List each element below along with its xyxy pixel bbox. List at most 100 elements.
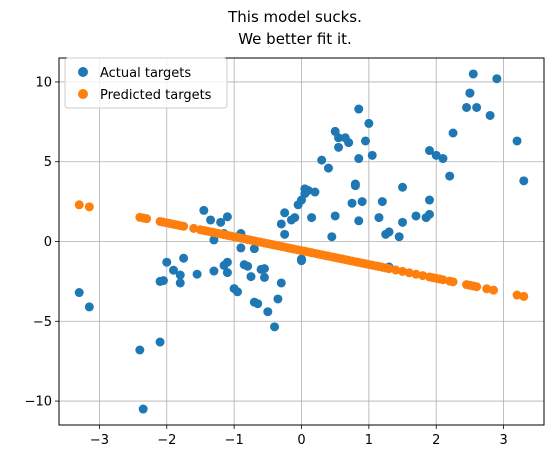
- legend-box: [64, 57, 228, 109]
- plot-frame: [58, 57, 545, 426]
- x-tick-label: 3: [499, 433, 507, 448]
- predicted-target-point: [404, 268, 414, 278]
- actual-target-point: [243, 261, 253, 271]
- y-tick-label: −10: [25, 395, 52, 410]
- actual-target-point: [384, 227, 394, 237]
- x-tick-label: 1: [365, 433, 373, 448]
- actual-target-point: [364, 118, 374, 128]
- actual-target-point: [398, 182, 408, 192]
- actual-target-point: [519, 176, 529, 186]
- actual-target-point: [233, 287, 243, 297]
- actual-target-point: [367, 150, 377, 160]
- actual-target-point: [162, 257, 172, 267]
- actual-target-point: [236, 243, 246, 253]
- actual-target-point: [276, 219, 286, 229]
- actual-target-point: [169, 265, 179, 275]
- actual-target-point: [280, 208, 290, 218]
- y-tick-label: −5: [33, 315, 52, 330]
- actual-target-point: [468, 69, 478, 79]
- actual-target-point: [303, 185, 313, 195]
- x-tick-label: −3: [90, 433, 109, 448]
- predicted-target-point: [448, 277, 458, 287]
- actual-target-point: [344, 138, 354, 148]
- y-tick-label: 5: [44, 155, 52, 170]
- actual-target-point: [317, 155, 327, 165]
- actual-target-point: [290, 213, 300, 223]
- actual-target-point: [310, 187, 320, 197]
- actual-target-point: [492, 74, 502, 84]
- actual-target-point: [323, 163, 333, 173]
- actual-target-point: [273, 294, 283, 304]
- x-tick-label: 0: [297, 433, 305, 448]
- actual-target-point: [354, 216, 364, 226]
- actual-target-point: [209, 235, 219, 245]
- grid: [59, 58, 544, 425]
- actual-target-point: [307, 213, 317, 223]
- actual-target-point: [280, 229, 290, 239]
- actual-target-point: [135, 345, 145, 355]
- actual-target-point: [155, 337, 165, 347]
- predicted-target-point: [384, 264, 394, 274]
- actual-target-point: [411, 211, 421, 221]
- actual-target-point: [270, 322, 280, 332]
- actual-target-point: [360, 136, 370, 146]
- actual-target-point: [374, 213, 384, 223]
- actual-target-point: [259, 272, 269, 282]
- legend-label-actual: Actual targets: [100, 66, 191, 81]
- predicted-target-point: [488, 285, 498, 295]
- actual-target-point: [377, 197, 387, 207]
- predicted-target-point: [74, 200, 84, 210]
- actual-target-point: [259, 264, 269, 274]
- data-points: [74, 69, 529, 414]
- legend-marker-actual: [78, 67, 88, 77]
- actual-target-point: [74, 288, 84, 298]
- actual-target-point: [276, 278, 286, 288]
- actual-target-point: [424, 195, 434, 205]
- actual-target-point: [334, 133, 344, 143]
- actual-target-point: [253, 299, 263, 309]
- actual-target-point: [462, 102, 472, 112]
- actual-target-point: [354, 104, 364, 114]
- predicted-target-point: [482, 284, 492, 294]
- actual-target-point: [246, 272, 256, 282]
- actual-target-point: [199, 205, 209, 215]
- actual-target-point: [354, 154, 364, 164]
- actual-target-point: [222, 268, 232, 278]
- predicted-target-point: [84, 202, 94, 212]
- actual-target-point: [438, 154, 448, 164]
- predicted-target-point: [189, 223, 199, 233]
- actual-target-point: [222, 257, 232, 267]
- actual-target-point: [249, 244, 259, 254]
- actual-target-point: [347, 198, 357, 208]
- actual-target-point: [175, 278, 185, 288]
- actual-target-point: [158, 276, 168, 286]
- y-tick-label: 0: [44, 235, 52, 250]
- actual-target-point: [431, 150, 441, 160]
- actual-target-point: [192, 269, 202, 279]
- chart-title-line-1: This model sucks.: [227, 8, 362, 26]
- predicted-target-point: [179, 221, 189, 231]
- actual-target-point: [424, 146, 434, 156]
- actual-target-point: [448, 128, 458, 138]
- predicted-target-point: [519, 291, 529, 301]
- actual-target-point: [179, 253, 189, 263]
- actual-target-point: [222, 212, 232, 222]
- x-tick-label: −1: [225, 433, 244, 448]
- actual-target-point: [485, 110, 495, 120]
- x-tick-label: 2: [432, 433, 440, 448]
- predicted-target-point: [438, 275, 448, 285]
- actual-target-point: [263, 307, 273, 317]
- actual-target-point: [398, 217, 408, 227]
- legend-marker-predicted: [78, 89, 88, 99]
- predicted-target-point: [398, 266, 408, 276]
- actual-target-point: [327, 232, 337, 242]
- actual-target-point: [445, 171, 455, 181]
- actual-target-point: [330, 211, 340, 221]
- predicted-target-point: [472, 282, 482, 292]
- chart-title-line-2: We better fit it.: [238, 30, 352, 48]
- predicted-target-point: [512, 290, 522, 300]
- actual-target-point: [84, 302, 94, 312]
- legend: Actual targets Predicted targets: [64, 57, 228, 109]
- predicted-target-point: [411, 269, 421, 279]
